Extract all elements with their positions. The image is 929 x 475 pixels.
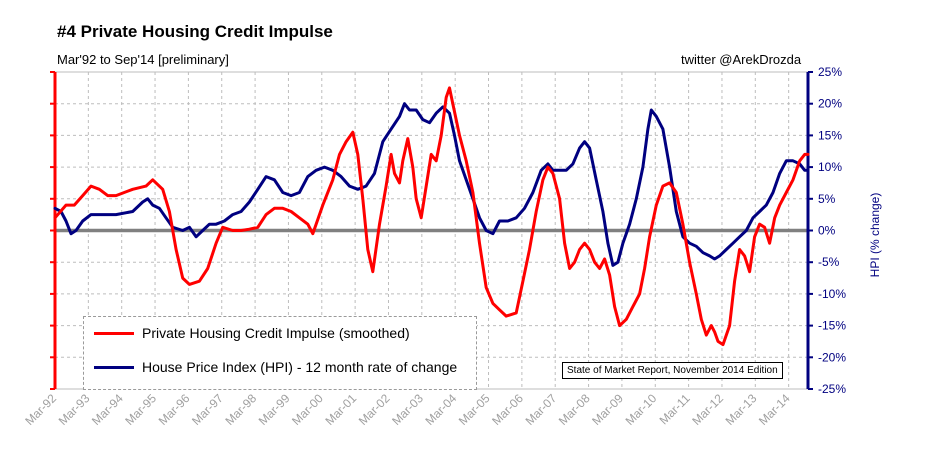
y-right-tick-label: 10% [818, 160, 842, 174]
legend-swatch-navy [94, 365, 134, 369]
legend-label: House Price Index (HPI) - 12 month rate … [142, 359, 458, 375]
x-tick-label: Mar-01 [322, 391, 359, 428]
x-tick-label: Mar-99 [256, 391, 293, 428]
y-right-tick-label: -20% [818, 350, 846, 364]
legend-item-hpi: House Price Index (HPI) - 12 month rate … [94, 359, 457, 375]
x-tick-label: Mar-14 [756, 391, 793, 428]
y-right-tick-label: -5% [818, 255, 840, 269]
x-tick-label: Mar-94 [89, 391, 126, 428]
x-tick-label: Mar-00 [289, 391, 326, 428]
y-right-tick-label: 15% [818, 128, 842, 142]
chart-title: #4 Private Housing Credit Impulse [57, 22, 333, 41]
y-right-tick-label: 20% [818, 97, 842, 111]
x-tick-label: Mar-06 [489, 391, 526, 428]
x-tick-label: Mar-13 [723, 391, 760, 428]
x-tick-label: Mar-98 [222, 391, 259, 428]
legend-label: Private Housing Credit Impulse (smoothed… [142, 325, 410, 341]
x-tick-label: Mar-96 [156, 391, 193, 428]
series-line-credit-impulse [53, 86, 810, 347]
x-tick-label: Mar-95 [122, 391, 159, 428]
legend-swatch-red [94, 331, 134, 335]
x-tick-label: Mar-08 [556, 391, 593, 428]
y-right-tick-label: 25% [818, 65, 842, 79]
x-tick-label: Mar-97 [189, 391, 226, 428]
x-tick-label: Mar-04 [423, 391, 460, 428]
chart-subtitle: Mar'92 to Sep'14 [preliminary] [57, 52, 229, 67]
x-tick-label: Mar-11 [657, 391, 693, 427]
x-tick-label: Mar-12 [689, 391, 726, 428]
series-layer [53, 86, 810, 347]
legend-item-credit-impulse: Private Housing Credit Impulse (smoothed… [94, 325, 410, 341]
y-right-tick-label: -10% [818, 287, 846, 301]
y-axis-right-label: HPI (% change) [868, 192, 882, 278]
y-right-tick-label: -15% [818, 319, 846, 333]
x-tick-label: Mar-93 [56, 391, 93, 428]
axis-layer [50, 71, 813, 390]
legend: Private Housing Credit Impulse (smoothed… [83, 316, 477, 390]
x-tick-label: Mar-92 [22, 391, 59, 428]
source-note: State of Market Report, November 2014 Ed… [562, 362, 783, 379]
series-line-hpi [53, 102, 810, 267]
x-tick-label: Mar-03 [389, 391, 426, 428]
x-tick-label: Mar-07 [523, 391, 560, 428]
x-tick-label: Mar-09 [589, 391, 626, 428]
y-right-tick-label: 0% [818, 224, 836, 238]
x-tick-label: Mar-05 [456, 391, 493, 428]
x-tick-label: Mar-10 [623, 391, 660, 428]
x-tick-label: Mar-02 [356, 391, 393, 428]
credit-text: twitter @ArekDrozda [681, 52, 802, 67]
y-right-tick-label: -25% [818, 382, 846, 396]
y-right-tick-label: 5% [818, 192, 836, 206]
